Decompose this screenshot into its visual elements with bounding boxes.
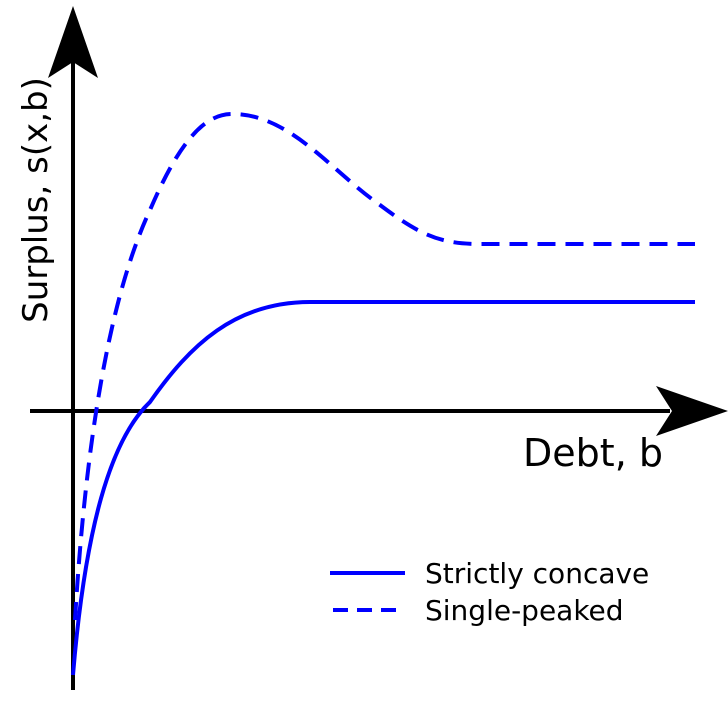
concave-curve bbox=[71, 300, 695, 676]
y-arrow bbox=[48, 6, 98, 78]
legend-label: Strictly concave bbox=[425, 557, 649, 590]
y-axis-label: Surplus, s(x,b) bbox=[16, 77, 56, 323]
x-arrow bbox=[656, 386, 728, 436]
x-axis-label: Debt, b bbox=[523, 431, 663, 475]
single-peaked-curve bbox=[73, 111, 695, 621]
legend-label: Single-peaked bbox=[425, 594, 624, 627]
